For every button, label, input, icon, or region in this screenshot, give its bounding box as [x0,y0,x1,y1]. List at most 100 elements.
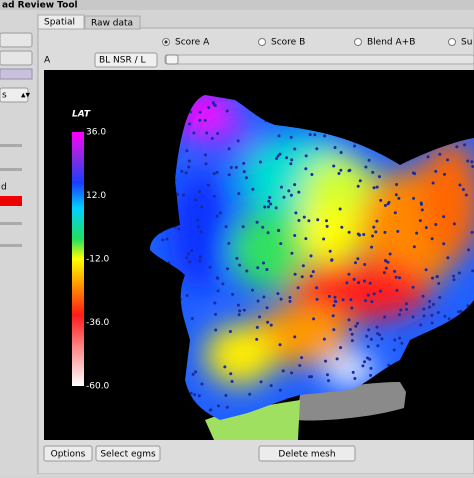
electrode-point [302,215,306,219]
electrode-point [339,168,343,172]
electrode-point [341,298,345,302]
electrode-point [227,241,231,245]
dropdown[interactable] [94,52,158,68]
electrode-point [207,106,211,110]
electrode-point [198,118,202,122]
radio-button[interactable] [354,38,362,46]
slider[interactable] [0,144,22,147]
electrode-point [363,360,367,364]
electrode-point [424,268,428,272]
electrode-point [369,337,373,341]
electrode-point [237,313,241,317]
electrode-point [236,139,240,143]
electrode-point [383,258,387,262]
electrode-point [352,277,356,281]
electrode-point [372,225,376,229]
button[interactable] [95,445,161,462]
electrode-point [315,286,319,290]
colorbar-title: LAT [72,110,91,120]
side-label: d [1,183,7,193]
slider[interactable] [0,244,22,247]
electrode-point [269,323,273,327]
electrode-point [353,144,357,148]
electrode-point [229,372,233,376]
electrode-point [212,194,216,198]
electrode-point [308,133,312,137]
electrode-point [197,394,201,398]
electrode-point [404,302,408,306]
electrode-point [461,187,465,191]
electrode-point [438,296,442,300]
electrode-point [366,293,370,297]
electrode-point [335,357,339,361]
colorbar [72,132,84,386]
radio-button[interactable] [258,38,266,46]
side-button[interactable] [0,32,33,48]
electrode-point [383,230,387,234]
electrode-point [248,392,252,396]
slider[interactable] [0,168,22,171]
electrode-point [353,376,357,380]
tab-active[interactable] [37,14,85,30]
slider[interactable] [0,222,22,225]
electrode-point [383,315,387,319]
button-row: Options Select egms Delete mesh [43,445,356,462]
electrode-point [347,230,351,234]
electrode-point [380,337,384,341]
button[interactable] [43,445,93,462]
radio-dot [164,40,168,44]
electrode-point [293,147,297,151]
electrode-point [213,104,217,108]
electrode-point [325,224,329,228]
side-dropdown[interactable] [0,87,29,103]
electrode-point [278,388,282,392]
electrode-point [307,219,311,223]
button[interactable] [258,445,356,462]
electrode-point [197,190,201,194]
electrode-point [371,170,375,174]
colorbar-tick-label: -12.0 [86,255,110,265]
electrode-point [289,162,293,166]
color-swatch[interactable] [0,196,22,206]
electrode-point [218,211,222,215]
electrode-point [436,311,440,315]
electrode-point [419,323,423,327]
electrode-point [310,173,314,177]
tab[interactable] [84,15,141,30]
electrode-point [296,286,300,290]
electrode-point [350,306,354,310]
electrode-point [457,310,461,314]
electrode-point [412,196,416,200]
side-button[interactable] [0,50,33,66]
electrode-point [177,227,181,231]
electrode-point [196,218,200,222]
row-label: A [44,56,51,66]
electrode-point [363,263,367,267]
electrode-point [379,289,383,293]
electrode-point [187,165,191,169]
electrode-point [184,171,188,175]
radio-button[interactable] [448,38,456,46]
electrode-point [384,266,388,270]
electrode-point [238,263,242,267]
electrode-point [327,294,331,298]
electrode-point [215,276,219,280]
electrode-point [370,300,374,304]
slider-handle[interactable] [165,54,179,65]
electrode-point [442,215,446,219]
electrode-point [375,185,379,189]
electrode-point [369,366,373,370]
electrode-point [369,373,373,377]
electrode-point [309,254,313,258]
electrode-point [265,306,269,310]
electrode-point [470,230,474,234]
electrode-point [226,267,230,271]
side-item[interactable] [0,68,33,80]
electrode-point [332,328,336,332]
electrode-point [274,206,278,210]
electrode-point [338,207,342,211]
electrode-point [325,373,329,377]
electrode-point [364,165,368,169]
electrode-point [290,371,294,375]
slider-track[interactable] [164,54,474,65]
